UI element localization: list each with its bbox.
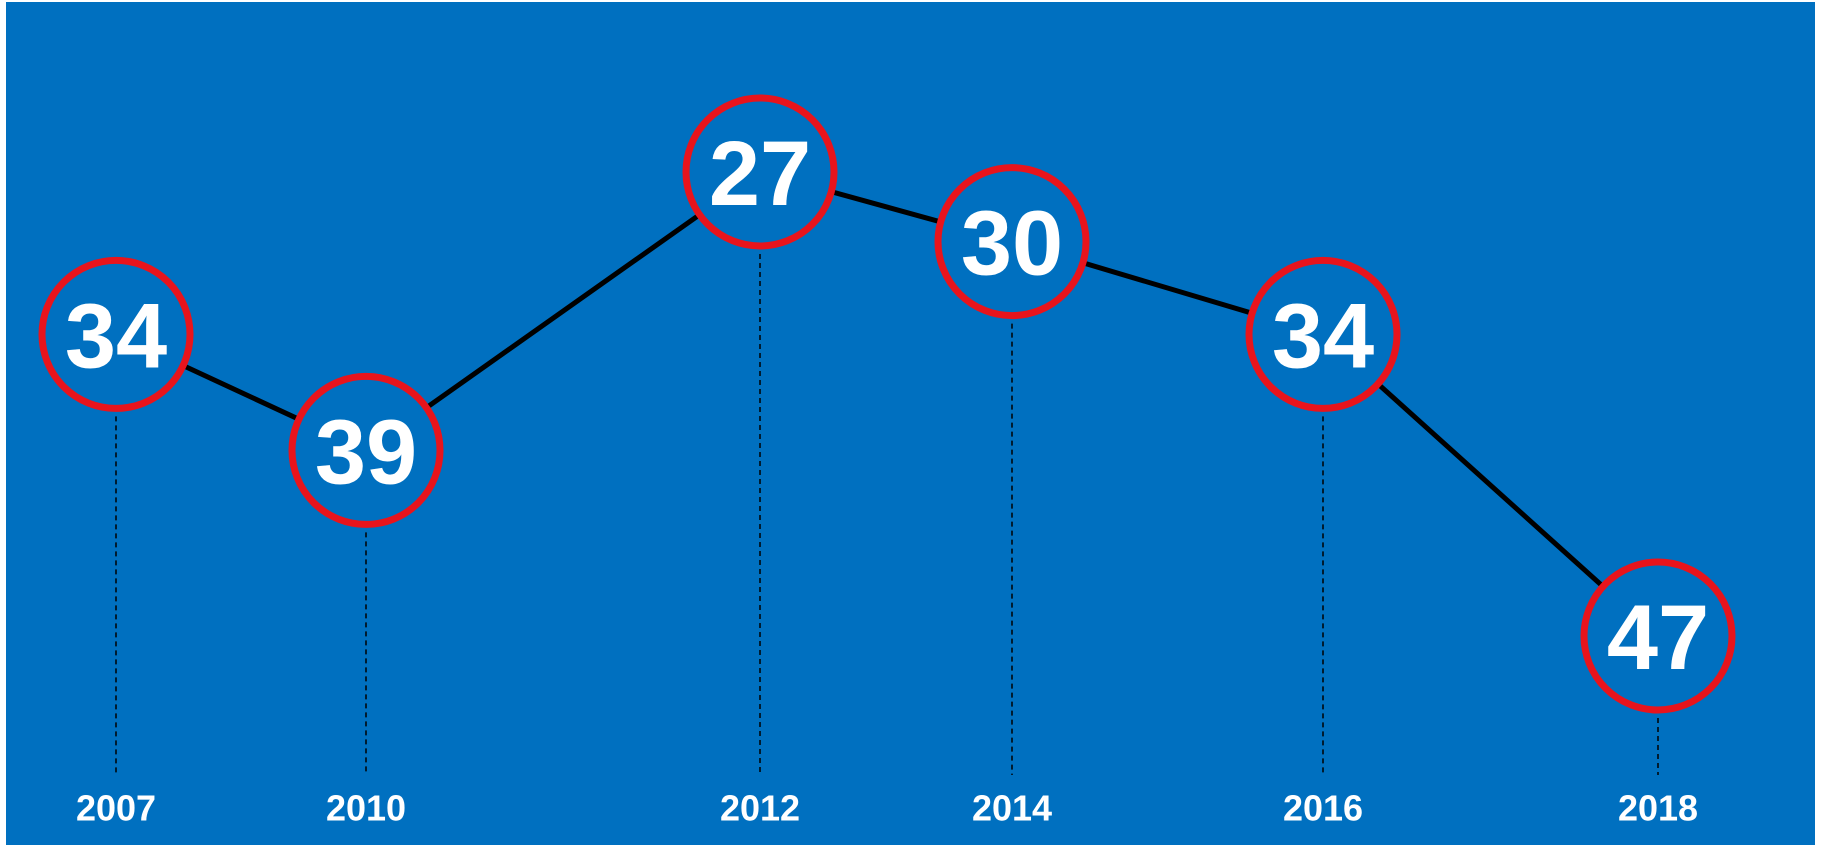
data-label: 39 — [315, 401, 417, 503]
data-label: 34 — [65, 285, 167, 387]
chart-background — [6, 2, 1815, 845]
data-marker — [934, 164, 1090, 320]
data-label: 30 — [961, 193, 1063, 295]
x-tick-label: 2014 — [972, 788, 1052, 829]
x-tick-label: 2012 — [720, 788, 800, 829]
data-label: 47 — [1607, 587, 1709, 689]
x-tick-label: 2016 — [1283, 788, 1363, 829]
data-marker — [682, 94, 838, 250]
x-tick-label: 2010 — [326, 788, 406, 829]
data-marker — [1245, 256, 1401, 412]
data-label: 34 — [1272, 285, 1374, 387]
data-marker — [288, 372, 444, 528]
x-tick-label: 2007 — [76, 788, 156, 829]
x-tick-label: 2018 — [1618, 788, 1698, 829]
data-label: 27 — [709, 123, 811, 225]
data-marker — [1580, 558, 1736, 714]
data-marker — [38, 256, 194, 412]
